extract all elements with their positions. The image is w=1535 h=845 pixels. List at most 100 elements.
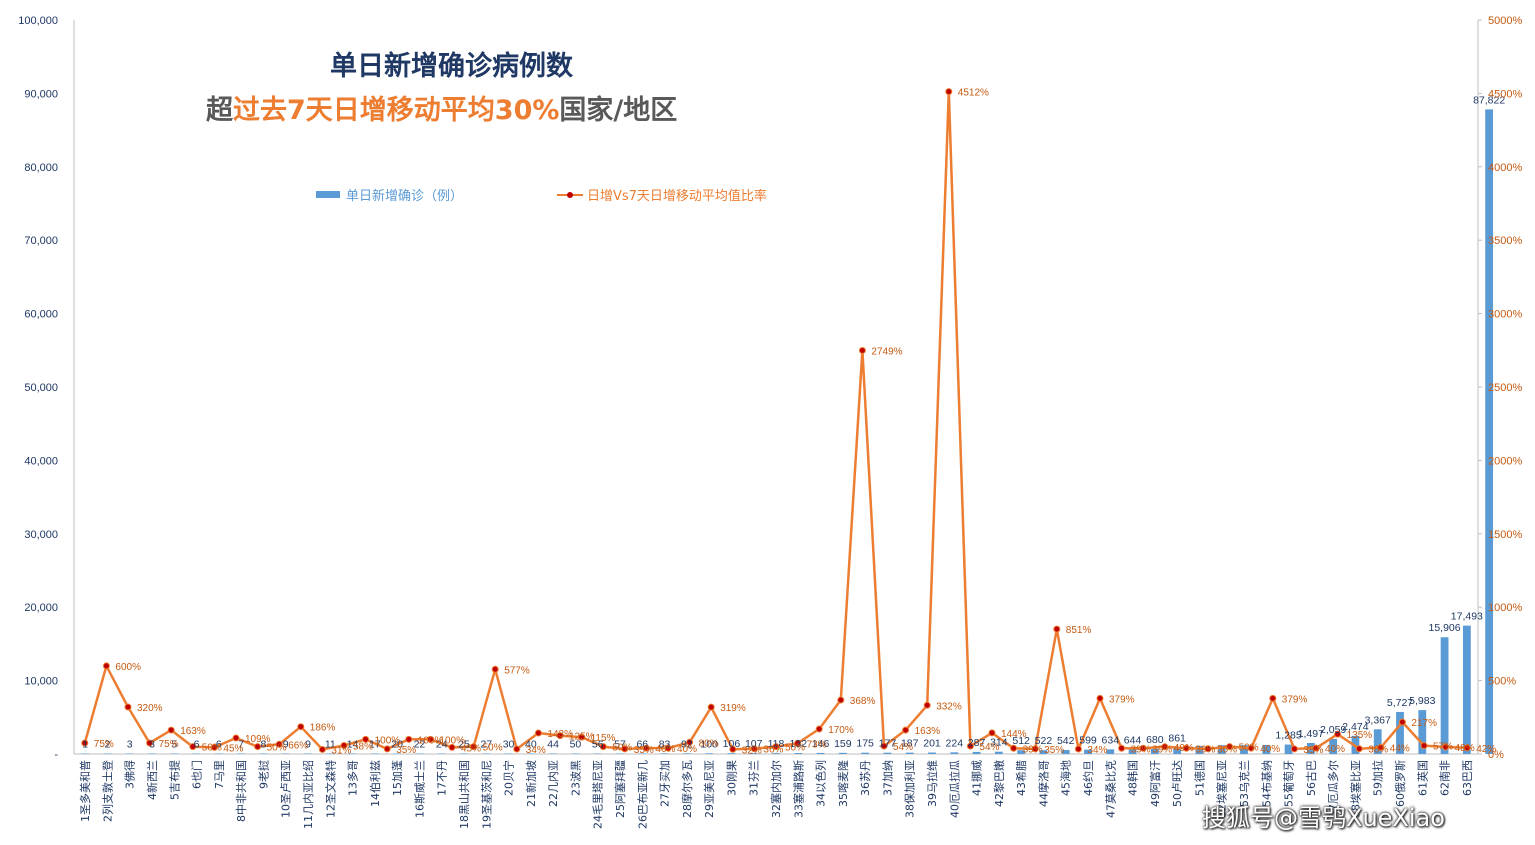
bar	[460, 753, 468, 754]
line-data-label: 135%	[1347, 730, 1373, 741]
bar-data-label: 107	[745, 738, 763, 750]
x-tick-label: 17不丹	[436, 760, 449, 796]
line-point	[1118, 744, 1126, 752]
y-left-tick-label: 90,000	[24, 88, 58, 100]
line-point	[383, 745, 391, 753]
bar	[772, 753, 780, 754]
x-tick-label: 40厄瓜拉瓜	[947, 760, 961, 818]
bar	[727, 753, 736, 754]
x-tick-label: 62南非	[1439, 760, 1452, 796]
line-data-label: 54%	[979, 742, 999, 753]
line-data-label: 42%	[1476, 744, 1496, 755]
bar	[1418, 710, 1427, 754]
bar	[905, 752, 914, 754]
x-tick-label: 33塞浦路斯	[791, 760, 805, 818]
bar	[794, 753, 803, 754]
x-tick-label: 61英国	[1415, 760, 1429, 796]
bar-data-label: 9	[305, 739, 311, 751]
data-labels: 1 2 3 3 5 6 6 7 8 9 9 11 14 17 20 22 24 25 27 30 40 44 50 56 57 6…	[82, 88, 1505, 757]
x-tick-label: 54布基纳	[1260, 760, 1273, 807]
bar	[861, 752, 870, 754]
bar-data-label: 56	[592, 739, 604, 751]
bar	[660, 753, 669, 754]
line-data-label: 332%	[936, 701, 962, 712]
bar	[348, 753, 357, 754]
line-data-label: 48%	[1455, 743, 1475, 754]
bar-data-label: 22	[414, 739, 426, 751]
bar	[1240, 745, 1248, 754]
legend-bar-swatch	[316, 191, 340, 198]
legend-line-swatch	[557, 189, 583, 201]
line-point	[1161, 743, 1169, 751]
bar-data-label: 2,474	[1342, 721, 1368, 733]
line-data-label: 217%	[1411, 718, 1437, 729]
line-data-label: 379%	[1109, 694, 1135, 705]
axes	[73, 19, 1482, 755]
subtitle-prefix: 超	[206, 95, 233, 126]
line-point	[189, 743, 197, 751]
bar	[1485, 109, 1494, 754]
line-data-label: 73%	[807, 739, 827, 750]
line-point	[1463, 744, 1471, 752]
bar	[304, 753, 312, 754]
line-data-label: 50%	[483, 743, 503, 754]
bar	[994, 751, 1003, 754]
line-point	[491, 665, 499, 673]
line-data-label: 35%	[1303, 745, 1323, 756]
bar-data-label: 3	[149, 739, 155, 751]
bar-data-label: 522	[1035, 735, 1053, 747]
line-point	[707, 703, 715, 711]
x-tick-label: 42黎巴嫩	[992, 760, 1006, 807]
bar-data-label: 50	[570, 739, 582, 751]
bar	[326, 753, 335, 754]
x-tick-label: 18黑山共和国	[458, 760, 471, 829]
bar-data-label: 5,727	[1387, 697, 1413, 709]
x-tick-label: 32塞内加尔	[769, 760, 783, 818]
bar-data-label: 2	[105, 739, 111, 751]
bar-data-label: 27	[480, 739, 492, 751]
x-tick-label: 7马里	[213, 760, 226, 789]
bar	[482, 753, 491, 754]
bar	[593, 753, 602, 754]
bar	[1061, 750, 1070, 754]
bar	[1039, 750, 1048, 754]
line-data-label: 40%	[655, 744, 675, 755]
line-data-label: 39%	[1131, 744, 1151, 755]
y-right-tick-label: 5000%	[1488, 15, 1522, 27]
line-data-label: 40%	[677, 744, 697, 755]
legend-bar-entry[interactable]: 单日新增确诊（例）	[316, 185, 463, 204]
x-tick-label: 57厄瓜多尔	[1326, 760, 1340, 818]
x-tick-label: 14伯利兹	[368, 760, 382, 807]
chart-subtitle: 超过去7天日增移动平均30%国家/地区	[206, 88, 677, 127]
line-data-label: 320%	[137, 703, 163, 714]
bar-data-label: 30	[503, 739, 515, 751]
x-tick-label: 37加纳	[881, 760, 894, 796]
bar	[549, 753, 558, 754]
line-data-label: 577%	[504, 665, 530, 676]
x-tick-label: 53乌克兰	[1237, 760, 1251, 807]
x-tick-label: 46约旦	[1082, 760, 1095, 796]
line-data-label: 80%	[699, 738, 719, 749]
bar	[1173, 747, 1182, 754]
y-left-tick-label: 60,000	[24, 309, 58, 321]
line-data-label: 600%	[115, 662, 141, 673]
y-right-tick-label: 2000%	[1488, 455, 1522, 467]
bar-data-label: 187	[901, 738, 919, 750]
y-right-tick-label: 1000%	[1488, 602, 1522, 614]
bar	[214, 753, 223, 754]
bar	[1462, 625, 1471, 754]
legend-line-entry[interactable]: 日增Vs7天日增移动平均值比率	[557, 185, 767, 204]
bar	[237, 753, 246, 754]
y-left-tick-label: 50,000	[24, 382, 58, 394]
line-data-label: 39%	[1195, 744, 1215, 755]
bar	[1017, 750, 1026, 754]
x-tick-label: 36苏丹	[859, 760, 872, 796]
bar	[1440, 637, 1449, 754]
x-tick-label: 59加拉	[1371, 760, 1385, 796]
bar	[972, 751, 981, 754]
line-point	[210, 743, 218, 751]
bar-data-label: 8	[261, 739, 267, 751]
bar	[526, 753, 535, 754]
bar-data-label: 87,822	[1473, 94, 1505, 106]
